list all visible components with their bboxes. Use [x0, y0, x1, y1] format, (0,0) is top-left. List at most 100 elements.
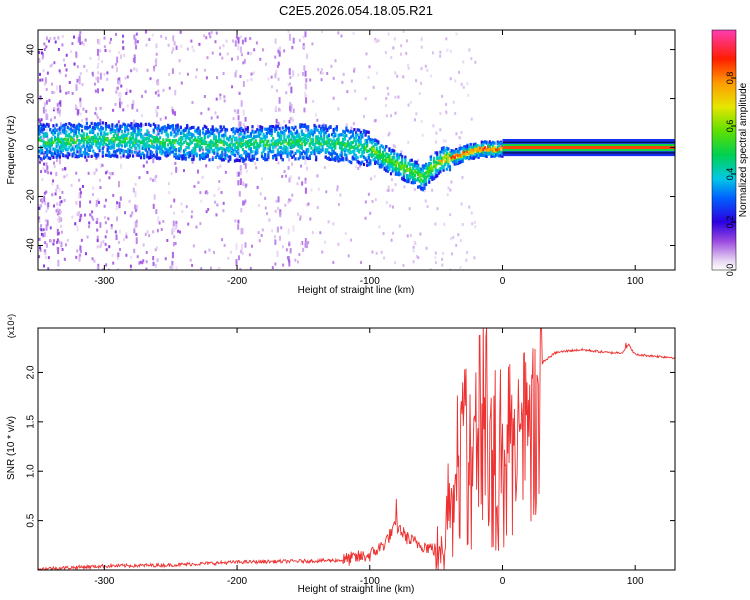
spectrogram-ridge-cell	[432, 176, 436, 180]
spectrogram-noise-cell	[97, 200, 100, 204]
spectrogram-ridge-cell	[238, 158, 241, 163]
spectrogram-ridge-cell	[192, 150, 195, 154]
spectrogram-ridge-cell	[302, 149, 305, 154]
spectrogram-ridge-core	[420, 173, 423, 177]
spectrogram-ridge-cell	[391, 149, 394, 153]
spectrogram-ridge-cell	[111, 129, 114, 133]
spectrogram-ridge-cell	[82, 144, 85, 148]
spectrogram-noise-cell	[222, 144, 225, 148]
spectrogram-noise-cell	[43, 195, 46, 202]
spectrogram-ridge-cell	[318, 150, 321, 154]
spectrogram-ridge-cell	[401, 157, 404, 162]
spectrogram-ridge-cell	[61, 130, 65, 134]
spectrogram-ridge-cell	[326, 134, 329, 139]
spectrogram-noise-cell	[372, 85, 375, 89]
spectrogram-ridge-cell	[77, 129, 81, 133]
spectrogram-ridge-cell	[186, 152, 189, 156]
spectrogram-ridge-cell	[493, 154, 496, 158]
spectrogram-ridge-cell	[174, 148, 178, 152]
spectrogram-ridge-cell	[39, 150, 42, 154]
spectrogram-ridge-cell	[76, 134, 79, 139]
spectrogram-noise-cell	[146, 230, 149, 234]
spectrogram-ridge-cell	[109, 128, 112, 132]
spectrogram-ridge-cell	[119, 124, 122, 128]
spectrogram-ridge-cell	[219, 157, 222, 161]
spectrogram-noise-cell	[288, 69, 291, 74]
spectrogram-noise-cell	[131, 211, 134, 215]
spectrogram-ridge-cell	[198, 157, 202, 161]
spectrogram-ridge-cell	[275, 124, 278, 128]
spectrogram-noise-cell	[108, 49, 111, 53]
snr-y-tick-label: 0.5	[26, 513, 37, 527]
spectrogram-noise-cell	[316, 118, 319, 122]
spectrogram-noise-cell	[192, 49, 195, 53]
spectrogram-ridge-cell	[310, 129, 313, 133]
spectrogram-ridge-cell	[136, 129, 139, 134]
spectrogram-noise-cell	[240, 207, 243, 213]
spectrogram-noise-cell	[97, 76, 100, 83]
spectrogram-ridge-cell	[90, 130, 93, 134]
spectrogram-ridge-cell	[66, 151, 69, 155]
spectrogram-ridge-cell	[303, 134, 307, 138]
spectrogram-ridge-cell	[268, 146, 272, 150]
spectrogram-ridge-cell	[268, 131, 272, 136]
spectrogram-ridge-cell	[313, 124, 316, 128]
spectrogram-ridge-cell	[123, 123, 127, 127]
spectrogram-ridge-cell	[198, 132, 202, 136]
spectrogram-noise-cell	[221, 238, 224, 242]
spectrogram-ridge-core	[280, 142, 283, 146]
spectrogram-ridge-cell	[440, 162, 444, 166]
spectrogram-noise-cell	[376, 39, 379, 43]
spectrogram-ridge-cell	[39, 129, 42, 133]
spectrogram-noise-cell	[249, 267, 252, 270]
spectrogram-ridge-cell	[249, 158, 253, 162]
spectrogram-ridge-cell	[84, 155, 87, 159]
spectrogram-ridge-cell	[189, 137, 192, 141]
spectrogram-noise-cell	[373, 175, 376, 179]
spectrogram-noise-cell	[230, 57, 233, 61]
spectrogram-noise-cell	[217, 187, 220, 191]
spectrogram-ridge-cell	[321, 124, 324, 128]
spectrogram-ridge-cell	[163, 151, 167, 155]
spectrogram-ridge-cell	[329, 152, 332, 156]
spectrogram-noise-cell	[91, 215, 94, 219]
spectrogram-ridge-cell	[109, 154, 112, 158]
spectrogram-ridge-cell	[186, 135, 189, 140]
spectrogram-ridge-cell	[219, 155, 222, 159]
spectrogram-noise-cell	[283, 119, 286, 123]
spectrogram-noise-cell	[420, 81, 423, 85]
spectrogram-noise-cell	[325, 190, 328, 194]
spectrogram-ridge-cell	[289, 150, 292, 154]
spectrogram-noise-cell	[58, 187, 61, 192]
spectrogram-ridge-cell	[429, 156, 432, 160]
spectrogram-ridge-cell	[235, 136, 238, 140]
spectrogram-noise-cell	[154, 62, 157, 66]
spectrogram-ridge-core	[463, 150, 466, 154]
spectrogram-ridge-cell	[421, 179, 424, 183]
spectrogram-noise-cell	[78, 75, 81, 82]
spectrogram-ridge-cell	[195, 144, 198, 148]
spectrogram-noise-cell	[247, 51, 250, 55]
spectrogram-noise-cell	[275, 199, 278, 203]
spectrogram-ridge-cell	[203, 139, 206, 144]
spectrogram-noise-cell	[418, 92, 421, 96]
spectrogram-noise-cell	[281, 245, 284, 249]
spectrogram-ridge-cell	[307, 125, 310, 129]
spectrogram-ridge-cell	[450, 152, 453, 156]
spectrogram-noise-cell	[204, 250, 207, 254]
spectrogram-noise-cell	[237, 219, 240, 224]
spectrogram-ridge-cell	[369, 140, 372, 144]
spectrogram-ridge-cell	[131, 140, 135, 144]
spectrogram-ridge-cell	[259, 136, 262, 140]
spectrogram-noise-cell	[44, 201, 47, 206]
spectrogram-ridge-cell	[179, 154, 182, 158]
spectrogram-y-axis-label: Frequency (Hz)	[6, 116, 17, 185]
snr-x-axis-label: Height of straight line (km)	[298, 584, 415, 595]
spectrogram-ridge-cell	[388, 167, 391, 172]
spectrogram-ridge-cell	[353, 136, 356, 141]
spectrogram-noise-cell	[287, 83, 290, 87]
spectrogram-ridge-cell	[100, 126, 103, 130]
spectrogram-ridge-cell	[404, 169, 407, 173]
spectrogram-ridge-core	[166, 138, 170, 142]
spectrogram-ridge-cell	[439, 166, 442, 171]
